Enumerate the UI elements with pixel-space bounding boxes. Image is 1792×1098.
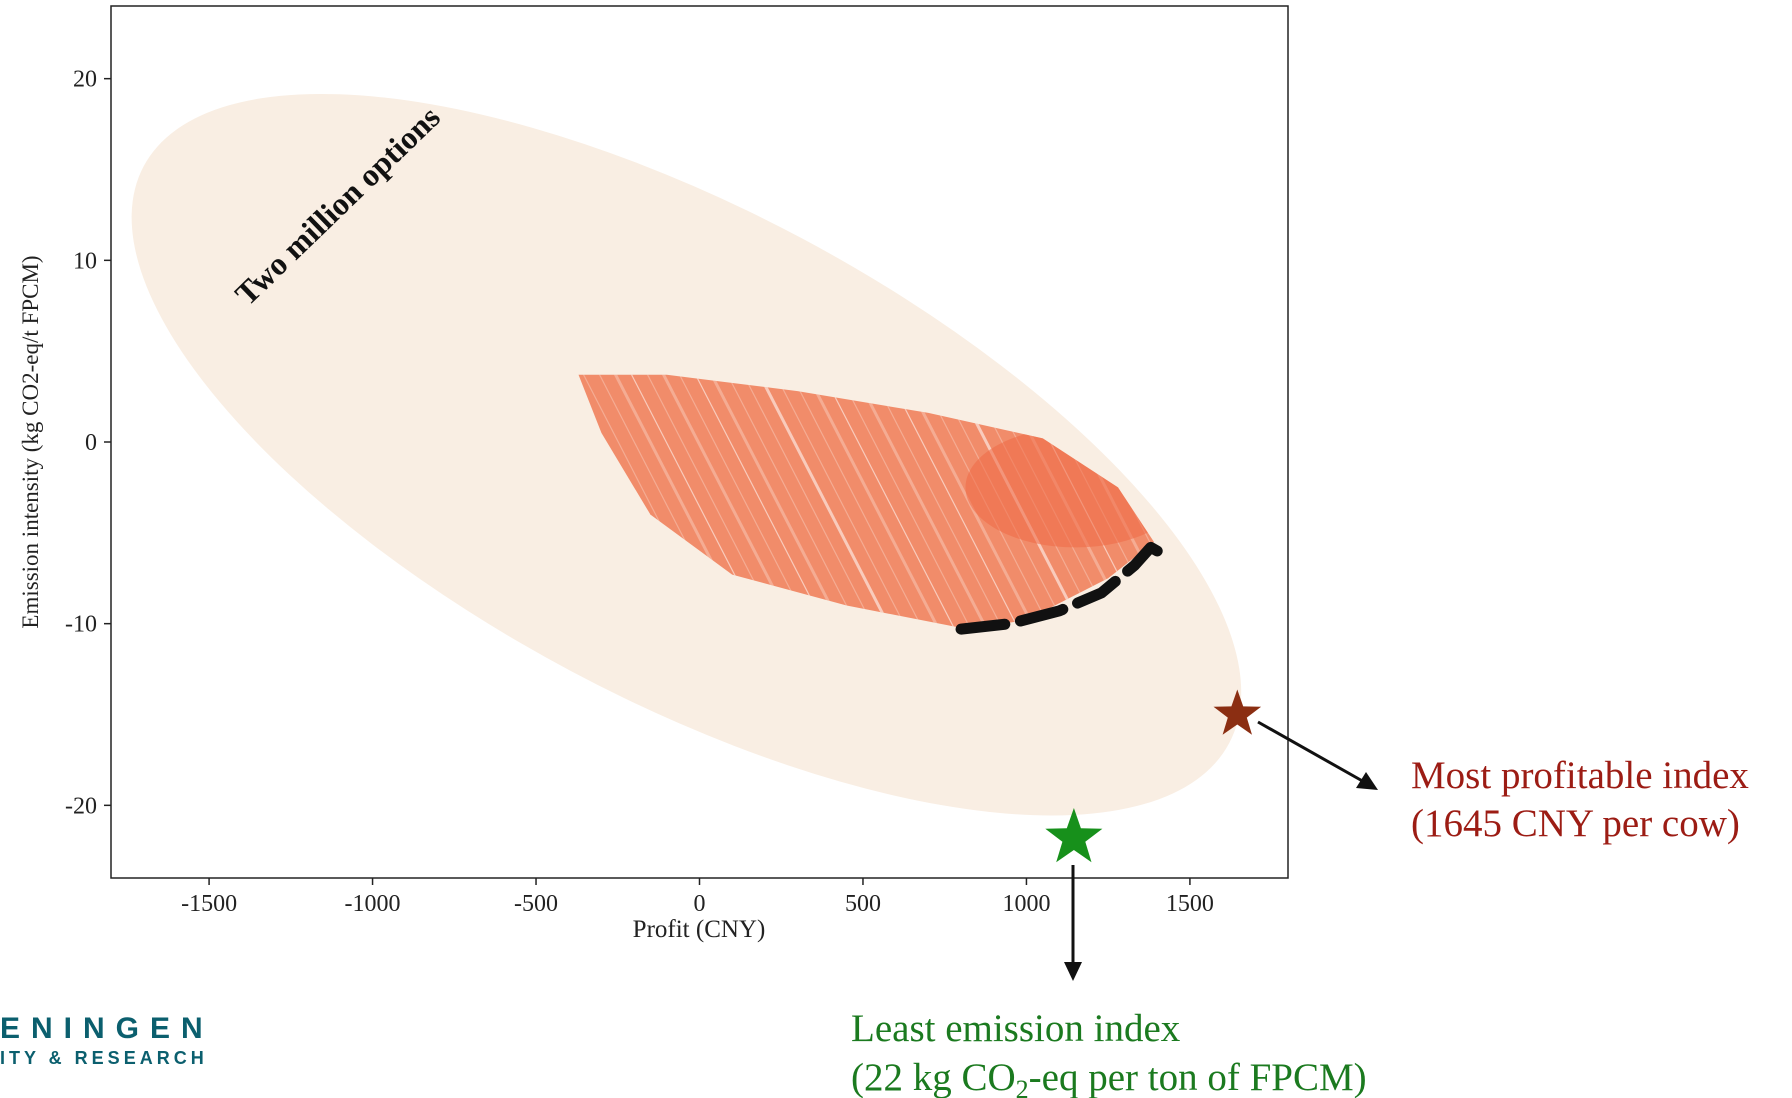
most-profitable-star-marker [1213, 689, 1262, 735]
pareto-front-line [955, 541, 1163, 635]
dense-region-streak [639, 374, 811, 630]
dense-region-streak [719, 374, 891, 630]
y-tick-label: -20 [65, 793, 97, 819]
least-emission-subscript: 2 [1016, 1075, 1029, 1098]
least-emission-arrowhead [1064, 962, 1082, 981]
dense-region-streak [591, 374, 763, 630]
most-profitable-value: (1645 CNY per cow) [1411, 802, 1740, 845]
dense-region-streak [1232, 360, 1402, 690]
x-axis: -1500 -1000 -500 0 500 1000 1500 [181, 878, 1214, 917]
dense-region-streak [654, 374, 828, 630]
dense-region-streak [863, 374, 1035, 630]
dense-region-streak [671, 374, 843, 630]
y-tick-label: 20 [73, 67, 97, 93]
dense-region-streak [1264, 360, 1434, 690]
dense-region-streak [606, 374, 780, 630]
dense-region-streak [831, 374, 1003, 630]
dense-region-streak [1216, 360, 1386, 690]
least-emission-value-part2: -eq per ton of FPCM) [1029, 1056, 1367, 1098]
dense-region-streak [798, 374, 972, 630]
dense-region-streak [623, 374, 795, 630]
most-profitable-arrowhead [1356, 772, 1378, 790]
wageningen-logo: ENINGEN ITY & RESEARCH [0, 1011, 214, 1069]
dense-options-region [578, 374, 1154, 630]
dense-region-streak [879, 374, 1051, 630]
dense-region-streak [702, 374, 876, 630]
least-emission-value: (22 kg CO2-eq per ton of FPCM) [851, 1056, 1367, 1098]
dense-region-streak [735, 374, 907, 630]
y-tick-label: -10 [65, 612, 97, 638]
x-tick-label: -1000 [345, 891, 401, 917]
least-emission-title: Least emission index [851, 1007, 1181, 1050]
dense-region-streak [783, 374, 955, 630]
dense-region-streak [687, 374, 859, 630]
dense-region-streak [894, 374, 1068, 630]
most-profitable-title: Most profitable index [1411, 754, 1749, 797]
x-tick-label: 1000 [1002, 891, 1050, 917]
x-tick-label: 0 [694, 891, 706, 917]
x-tick-label: -1500 [181, 891, 237, 917]
most-profitable-arrow [1257, 720, 1367, 785]
dense-region-streak [750, 374, 924, 630]
dense-region-streak [1248, 360, 1418, 690]
y-tick-label: 10 [73, 248, 97, 274]
x-axis-label: Profit (CNY) [633, 916, 766, 943]
least-emission-value-part1: (22 kg CO [851, 1056, 1016, 1098]
y-tick-label: 0 [85, 430, 97, 456]
logo-line-1: ENINGEN [0, 1012, 214, 1045]
dense-region-streak [846, 374, 1020, 630]
y-axis: -20 -10 0 10 20 [65, 67, 111, 819]
dense-region-streak [767, 374, 939, 630]
x-tick-label: 500 [845, 891, 881, 917]
dense-region-streak [1280, 360, 1450, 690]
y-axis-label: Emission intensity (kg CO2-eq/t FPCM) [18, 255, 43, 628]
x-tick-label: 1500 [1166, 891, 1214, 917]
least-emission-star-marker [1045, 808, 1103, 863]
logo-line-2: ITY & RESEARCH [0, 1048, 208, 1068]
x-tick-label: -500 [514, 891, 558, 917]
dense-region-streak [815, 374, 987, 630]
